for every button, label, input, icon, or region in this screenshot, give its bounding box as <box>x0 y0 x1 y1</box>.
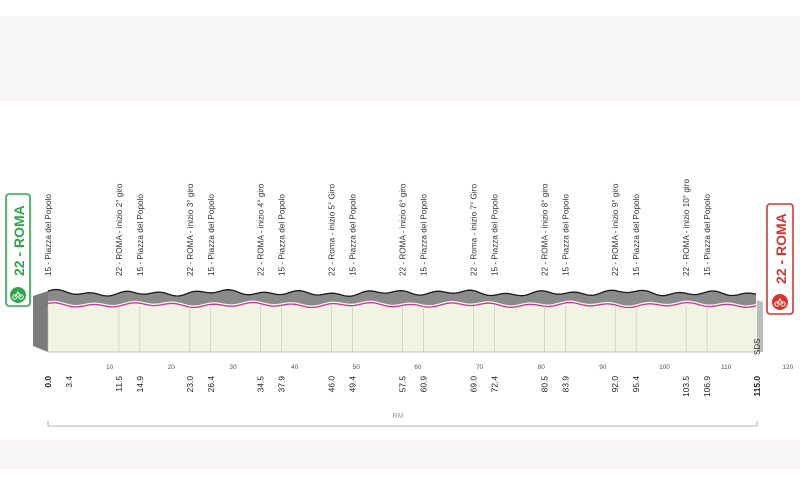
grid-tick-label: 40 <box>291 364 299 371</box>
distance-label: 115.0 <box>752 376 762 397</box>
distance-label: 34.5 <box>256 376 266 393</box>
waypoint-label: 15 - Piazza del Popolo <box>349 194 358 276</box>
waypoint-label: 22 - ROMA - inizio 6° giro <box>399 183 408 276</box>
finish-badge-frame <box>766 203 794 315</box>
grid-tick-label: 60 <box>414 364 422 371</box>
waypoint-label: 15 - Piazza del Popolo <box>44 194 53 276</box>
distance-label: 37.9 <box>277 376 287 393</box>
distance-label: 3.4 <box>64 376 74 388</box>
waypoint-label: 22 - Roma - inizio 7° Giro <box>469 184 478 276</box>
distance-label: 11.5 <box>114 376 124 392</box>
waypoint-label: 22 - ROMA - inizio 9° giro <box>611 183 620 276</box>
start-badge: 22 - ROMA <box>5 193 31 307</box>
grid-tick-label: 30 <box>229 364 237 371</box>
distance-label: 49.4 <box>348 376 358 393</box>
grid-tick-label: 70 <box>476 364 484 371</box>
distance-label: 14.9 <box>135 376 145 393</box>
rm-bracket: RM <box>47 413 758 427</box>
distance-label: 83.9 <box>560 376 570 393</box>
waypoint-label: 15 - Piazza del Popolo <box>703 194 712 276</box>
distance-label: 26.4 <box>206 376 216 393</box>
waypoint-label: 15 - Piazza del Popolo <box>278 194 287 276</box>
finish-label: 22 - ROMA <box>773 213 789 284</box>
distance-label: 46.0 <box>327 376 337 393</box>
waypoint-label: 22 - Roma - inizio 5° Giro <box>328 184 337 276</box>
profile-top-line <box>47 288 757 297</box>
start-bike-icon <box>10 287 26 303</box>
grid-tick-label: 10 <box>106 364 114 371</box>
waypoint-label: 22 - ROMA - inizio 2° giro <box>115 183 124 276</box>
start-label: 22 - ROMA <box>11 205 27 276</box>
finish-bike-icon <box>772 294 788 310</box>
profile-shade <box>33 291 48 352</box>
route-line <box>47 301 757 309</box>
waypoint-label: 15 - Piazza del Popolo <box>136 194 145 276</box>
sds-label: SDS <box>753 339 762 355</box>
waypoint-label: 22 - ROMA - inizio 4° giro <box>257 183 266 276</box>
waypoint-label: 22 - ROMA - inizio 8° giro <box>540 183 549 276</box>
distance-label: 95.4 <box>631 376 641 393</box>
start-badge-frame <box>5 193 31 307</box>
distance-label: 69.0 <box>468 376 478 393</box>
distance-label: 72.4 <box>489 376 499 393</box>
distance-label: 0.0 <box>43 376 53 388</box>
distance-label: 57.5 <box>398 376 408 393</box>
grid-tick-label: 120 <box>782 364 793 371</box>
distance-label: 106.9 <box>702 376 712 397</box>
waypoint-label: 22 - ROMA - inizio 3° giro <box>186 183 195 276</box>
grid-tick-label: 90 <box>599 364 607 371</box>
waypoint-label: 15 - Piazza del Popolo <box>419 194 428 276</box>
top-band <box>0 16 800 102</box>
profile-top-band <box>48 289 756 306</box>
distance-label: 80.5 <box>539 376 549 393</box>
waypoint-label: 15 - Piazza del Popolo <box>561 194 570 276</box>
finish-badge: 22 - ROMA <box>766 203 794 315</box>
waypoint-label: 15 - Piazza del Popolo <box>632 194 641 276</box>
waypoint-label: 15 - Piazza del Popolo <box>207 194 216 276</box>
rm-label: RM <box>393 413 404 420</box>
grid-tick-label: 100 <box>659 364 670 371</box>
waypoint-label: 22 - ROMA - inizio 10° giro <box>682 179 691 276</box>
waypoint-label: 15 - Piazza del Popolo <box>490 194 499 276</box>
distance-label: 92.0 <box>610 376 620 393</box>
grid-tick-label: 110 <box>721 364 732 371</box>
bottom-band <box>0 440 800 470</box>
grid-tick-label: 50 <box>353 364 361 371</box>
distance-label: 103.5 <box>681 376 691 397</box>
profile-end-cap <box>757 300 763 352</box>
distance-label: 60.9 <box>418 376 428 393</box>
grid-tick-label: 20 <box>168 364 176 371</box>
grid-tick-label: 80 <box>538 364 546 371</box>
distance-label: 23.0 <box>185 376 195 393</box>
